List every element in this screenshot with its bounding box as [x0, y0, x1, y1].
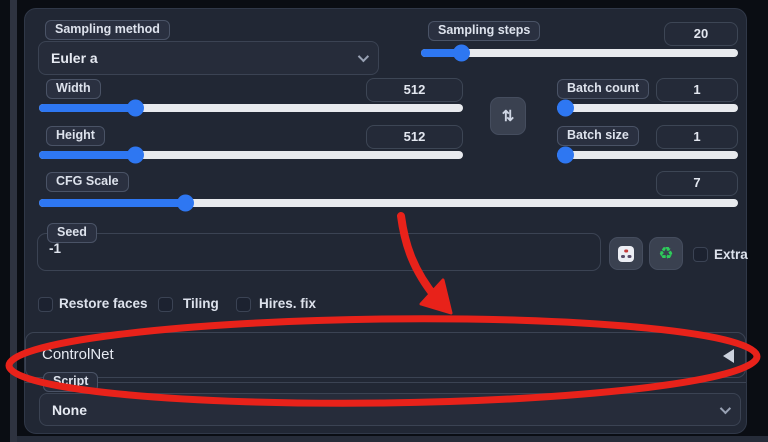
- extra-checkbox-label: Extra: [714, 247, 748, 262]
- sampling-method-value: Euler a: [51, 50, 98, 66]
- generation-settings-panel: Sampling method Euler a Sampling steps 2…: [24, 8, 748, 434]
- hires-fix-checkbox[interactable]: [236, 297, 251, 312]
- random-seed-button[interactable]: [609, 237, 643, 270]
- width-slider[interactable]: [39, 99, 463, 117]
- slider-handle[interactable]: [126, 146, 144, 164]
- cfg-scale-input[interactable]: 7: [656, 171, 738, 196]
- dice-icon: [618, 245, 634, 262]
- batch-count-input[interactable]: 1: [656, 78, 738, 102]
- batch-count-label: Batch count: [557, 79, 650, 99]
- restore-faces-checkbox[interactable]: [38, 297, 53, 312]
- hires-fix-label: Hires. fix: [259, 296, 317, 311]
- restore-faces-label: Restore faces: [59, 296, 148, 311]
- batch-size-slider[interactable]: [557, 146, 738, 164]
- extra-checkbox[interactable]: [693, 247, 708, 262]
- tiling-checkbox[interactable]: [158, 297, 173, 312]
- controlnet-title: ControlNet: [42, 346, 114, 363]
- script-group-border: [25, 382, 746, 383]
- sampling-steps-input[interactable]: 20: [664, 22, 738, 46]
- cfg-scale-label: CFG Scale: [46, 172, 129, 192]
- width-label: Width: [46, 79, 101, 99]
- script-dropdown[interactable]: None: [39, 393, 741, 426]
- batch-count-slider[interactable]: [557, 99, 738, 117]
- slider-handle[interactable]: [126, 99, 144, 117]
- cfg-scale-slider[interactable]: [39, 194, 738, 212]
- slider-handle[interactable]: [452, 44, 470, 62]
- sampling-steps-label: Sampling steps: [428, 21, 541, 41]
- accordion-collapsed-icon: [723, 349, 734, 363]
- reuse-seed-button[interactable]: ♻: [649, 237, 683, 270]
- swap-icon: ⇅: [501, 108, 515, 125]
- height-slider[interactable]: [39, 146, 463, 164]
- slider-fill: [39, 151, 135, 159]
- seed-input[interactable]: Seed -1: [37, 223, 601, 271]
- page-background-strip: [17, 436, 768, 442]
- script-label: Script: [43, 372, 99, 392]
- batch-size-label: Batch size: [557, 126, 639, 146]
- slider-handle[interactable]: [557, 146, 574, 164]
- slider-fill: [39, 104, 135, 112]
- chevron-down-icon: [719, 402, 732, 414]
- recycle-icon: ♻: [658, 244, 674, 263]
- controlnet-accordion[interactable]: ControlNet: [25, 332, 746, 378]
- height-label: Height: [46, 126, 105, 146]
- seed-label: Seed: [47, 223, 97, 243]
- chevron-down-icon: [357, 50, 370, 63]
- slider-handle[interactable]: [177, 194, 195, 212]
- width-input[interactable]: 512: [366, 78, 463, 102]
- height-input[interactable]: 512: [366, 125, 463, 149]
- seed-value: -1: [49, 241, 62, 256]
- swap-dimensions-button[interactable]: ⇅: [490, 97, 526, 135]
- batch-size-input[interactable]: 1: [656, 125, 738, 149]
- sampling-method-label: Sampling method: [45, 20, 170, 40]
- script-value: None: [52, 401, 87, 418]
- tiling-label: Tiling: [183, 296, 219, 311]
- slider-fill: [421, 49, 461, 57]
- sampling-method-dropdown[interactable]: Euler a: [38, 41, 379, 75]
- scrollbar[interactable]: [10, 0, 17, 442]
- slider-fill: [39, 199, 186, 207]
- slider-handle[interactable]: [557, 99, 574, 117]
- sampling-steps-slider[interactable]: [421, 44, 738, 62]
